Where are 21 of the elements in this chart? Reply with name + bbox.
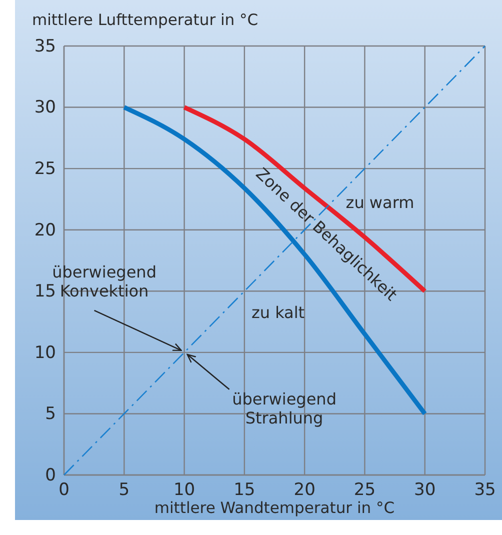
y-tick-label: 20 [34, 220, 56, 240]
y-tick-label: 15 [34, 282, 56, 302]
y-tick-label: 35 [34, 36, 56, 56]
x-tick-label: 30 [414, 480, 436, 500]
y-tick-label: 5 [45, 404, 56, 424]
annotation: überwiegend Strahlung [232, 389, 336, 428]
x-axis-title: mittlere Wandtemperatur in °C [154, 499, 395, 517]
x-tick-label: 25 [354, 480, 376, 500]
x-tick-label: 15 [234, 480, 256, 500]
x-tick-label: 5 [118, 480, 130, 500]
y-tick-label: 0 [45, 465, 56, 486]
y-tick-label: 25 [34, 159, 56, 180]
x-tick-label: 0 [58, 480, 70, 500]
annotation: zu warm [346, 193, 414, 212]
x-tick-label: 20 [294, 480, 316, 500]
annotation: zu kalt [251, 303, 305, 322]
y-tick-label: 10 [34, 342, 56, 363]
x-tick-label: 10 [173, 480, 196, 500]
y-axis-title: mittlere Lufttemperatur in °C [32, 11, 258, 29]
y-tick-label: 30 [34, 98, 56, 118]
x-tick-label: 35 [474, 480, 496, 500]
